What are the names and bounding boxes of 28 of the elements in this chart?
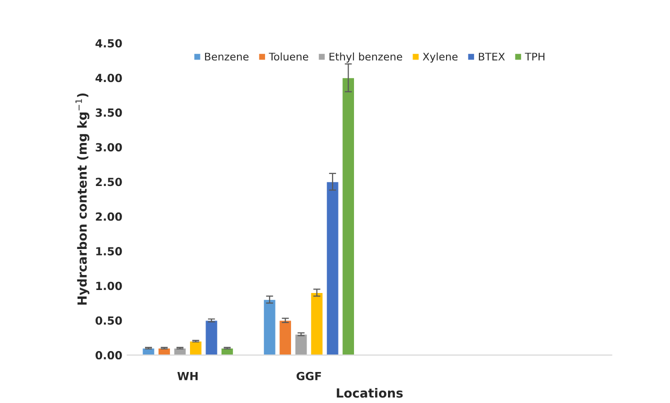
legend-label: TPH [524, 52, 544, 60]
bar [326, 181, 339, 356]
bar [278, 320, 292, 356]
y-tick-label: 0.50 [96, 316, 122, 325]
legend-label: Toluene [268, 52, 308, 61]
bar [205, 320, 218, 356]
y-tick-label: 1.00 [96, 282, 122, 290]
y-tick-label: 3.50 [96, 108, 122, 117]
y-axis-title: Hydrcarbon content (mg kg$^{−1}$) [75, 93, 90, 305]
y-tick-label: 4.00 [96, 74, 122, 82]
y-tick-label: 4.50 [96, 39, 122, 48]
x-axis-title: Locations [336, 388, 403, 398]
bar [294, 334, 308, 356]
y-tick-label: 2.00 [96, 212, 122, 221]
x-tick-label: WH [177, 372, 198, 380]
legend-label: BTEX [478, 52, 505, 60]
x-tick-label: GGF [296, 372, 321, 380]
legend-label: Xylene [422, 52, 458, 63]
y-tick-label: 2.50 [96, 178, 122, 186]
bar [263, 299, 276, 356]
y-tick-label: 3.00 [96, 143, 122, 152]
legend-label: Ethyl benzene [330, 52, 402, 63]
y-tick-label: 1.50 [96, 247, 122, 256]
legend-label: Benzene [205, 52, 249, 61]
y-tick-label: 0.00 [96, 351, 122, 360]
bar [310, 292, 324, 356]
bar [189, 340, 202, 356]
bar [342, 77, 355, 356]
